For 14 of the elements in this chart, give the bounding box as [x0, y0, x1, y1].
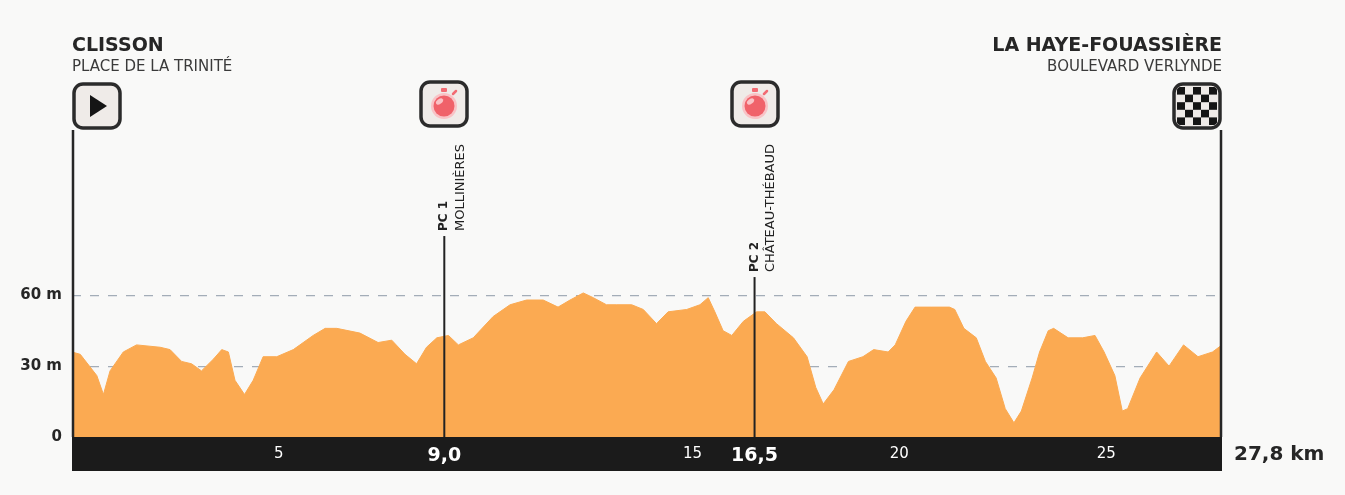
x-tick-label: 5 [274, 443, 284, 462]
x-tick-label: 9,0 [427, 443, 462, 466]
ref-line-label: PC 1 MOLLINIÈRES [436, 143, 467, 232]
ref-line-label: PC 2 CHÂTEAU-THÉBAUD [746, 143, 777, 273]
y-tick-label: 30 m [20, 356, 62, 375]
text: LA HAYE-FOUASSIÈRE BOULEVARD VERLYNDE [992, 33, 1222, 75]
x-tick-label: 25 [1096, 443, 1116, 462]
x-tick-label: 20 [889, 443, 909, 462]
y-tick-label: 60 m [20, 285, 62, 304]
text: CLISSON PLACE DE LA TRINITÉ [72, 33, 233, 75]
x-tick-label: 15 [682, 443, 703, 462]
x-tick-label: 16,5 [731, 443, 778, 466]
x-axis-title: 27,8 km [1234, 441, 1325, 466]
y-tick-label: 0 [51, 426, 62, 445]
